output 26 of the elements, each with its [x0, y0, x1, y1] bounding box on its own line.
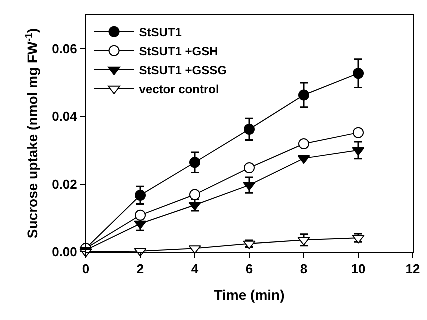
y-tick-label: 0.06	[52, 41, 78, 56]
legend-label: StSUT1 +GSSG	[139, 64, 227, 78]
point	[353, 68, 364, 80]
point	[298, 138, 310, 150]
point	[353, 127, 364, 138]
point	[135, 210, 146, 221]
x-tick-label: 12	[406, 262, 420, 277]
x-axis-title: Time (min)	[214, 286, 285, 303]
x-tick-label: 8	[300, 262, 308, 277]
point	[298, 90, 310, 101]
y-tick-label: 0.02	[52, 176, 78, 192]
point	[244, 124, 255, 135]
point	[244, 162, 255, 174]
x-tick-label: 2	[136, 262, 144, 277]
legend-label: StSUT1 +GSH	[139, 44, 218, 59]
legend-label: vector control	[139, 82, 220, 97]
point	[190, 189, 200, 200]
legend-label: StSUT1	[139, 26, 182, 40]
point	[190, 157, 200, 168]
x-tick-label: 4	[191, 262, 200, 277]
point	[135, 190, 146, 201]
y-tick-label: 0.04	[52, 109, 78, 124]
y-tick-label: 0.00	[52, 244, 78, 260]
x-tick-label: 6	[246, 262, 254, 277]
x-tick-label: 0	[82, 262, 90, 277]
x-tick-label: 10	[351, 262, 366, 277]
